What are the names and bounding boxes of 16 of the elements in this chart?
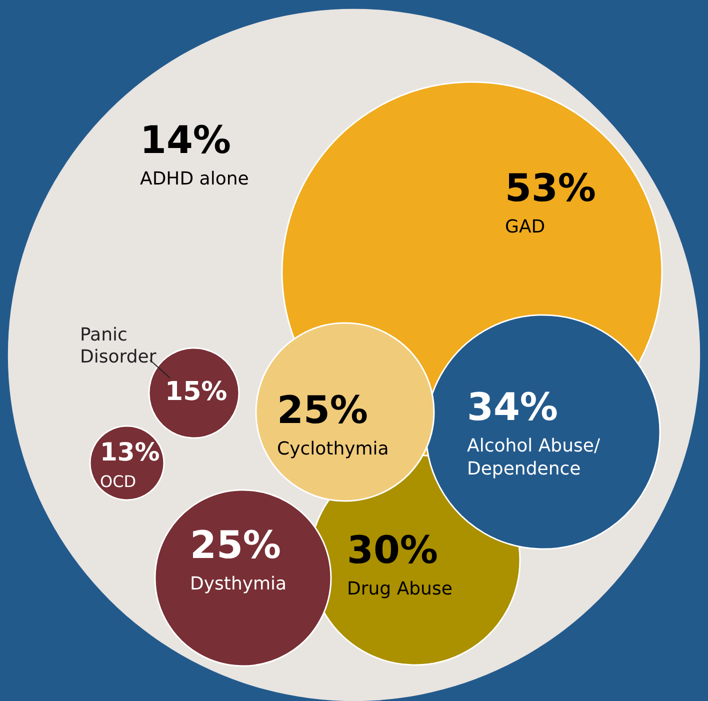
category-label: Drug Abuse: [347, 578, 452, 600]
category-label: Panic Disorder: [80, 324, 157, 368]
category-label: ADHD alone: [140, 168, 249, 190]
data-label: 34%: [467, 385, 558, 429]
data-label: 15%: [165, 377, 228, 407]
data-label: 13%: [100, 438, 160, 466]
data-label: 30%: [347, 528, 438, 572]
category-label: GAD: [505, 216, 546, 238]
data-label: 25%: [190, 523, 281, 567]
category-label: OCD: [100, 472, 136, 491]
data-label: 14%: [140, 118, 231, 162]
category-label: Dysthymia: [190, 573, 287, 594]
data-label: 25%: [277, 388, 368, 432]
category-label: Cyclothymia: [277, 438, 389, 460]
data-label: 53%: [505, 166, 596, 210]
category-label: Alcohol Abuse/ Dependence: [467, 435, 606, 480]
